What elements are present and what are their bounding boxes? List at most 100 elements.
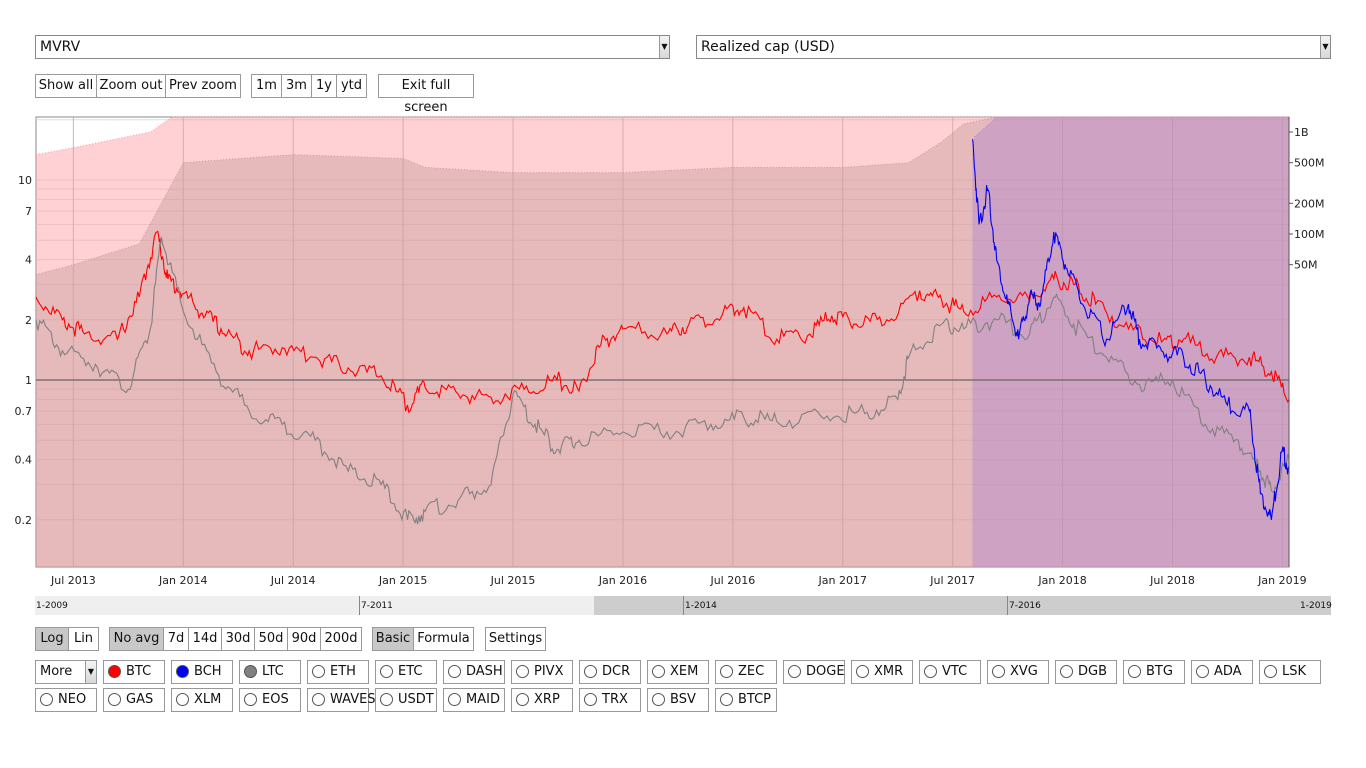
coin-toggle-pivx[interactable]: PIVX	[511, 660, 573, 684]
coin-label: XMR	[874, 664, 904, 679]
coin-label: MAID	[466, 692, 500, 707]
period-ytd-button[interactable]: ytd	[336, 74, 367, 98]
avg-50d-button[interactable]: 50d	[254, 627, 288, 651]
coin-toggle-ada[interactable]: ADA	[1191, 660, 1253, 684]
prev-zoom-button[interactable]: Prev zoom	[165, 74, 241, 98]
settings-button[interactable]: Settings	[485, 627, 546, 651]
coin-toggle-trx[interactable]: TRX	[579, 688, 641, 712]
coin-toggle-xem[interactable]: XEM	[647, 660, 709, 684]
avg-200d-button[interactable]: 200d	[320, 627, 362, 651]
coin-toggle-xrp[interactable]: XRP	[511, 688, 573, 712]
coin-toggle-lsk[interactable]: LSK	[1259, 660, 1321, 684]
coin-label: DGB	[1078, 664, 1108, 679]
coin-toggle-xmr[interactable]: XMR	[851, 660, 913, 684]
coin-label: TRX	[602, 692, 628, 707]
coin-label: ADA	[1214, 664, 1242, 679]
coin-label: BTG	[1146, 664, 1173, 679]
range-label: 7-2016	[1007, 596, 1041, 615]
formula-mode-button[interactable]: Formula	[413, 627, 474, 651]
coin-toggle-eos[interactable]: EOS	[239, 688, 301, 712]
coin-label: DOGE	[806, 664, 845, 679]
zoom-out-button[interactable]: Zoom out	[96, 74, 166, 98]
coin-toggle-zec[interactable]: ZEC	[715, 660, 777, 684]
coin-label: ETC	[398, 664, 423, 679]
coin-label: BCH	[194, 664, 222, 679]
x-tick-label: Jul 2013	[50, 574, 96, 587]
dropdown-arrow-icon: ▼	[1320, 36, 1330, 58]
coin-toggle-xvg[interactable]: XVG	[987, 660, 1049, 684]
radio-circle-icon	[584, 693, 597, 706]
radio-circle-icon	[516, 665, 529, 678]
coin-toggle-doge[interactable]: DOGE	[783, 660, 845, 684]
coin-toggle-bch[interactable]: BCH	[171, 660, 233, 684]
y-right-tick-label: 500M	[1294, 157, 1325, 170]
more-select-value: More	[40, 664, 73, 679]
y-left-tick-label: 0.4	[15, 454, 33, 467]
radio-circle-icon	[176, 693, 189, 706]
more-select[interactable]: More ▼	[35, 660, 97, 684]
coin-toggle-ltc[interactable]: LTC	[239, 660, 301, 684]
chart[interactable]: Jul 2013 Jan 2014 Jul 2014 Jan 2015 Jul 2015…	[0, 0, 1366, 620]
x-tick-label: Jan 2019	[1257, 574, 1306, 587]
coin-label: DCR	[602, 664, 631, 679]
coin-toggle-btcp[interactable]: BTCP	[715, 688, 777, 712]
metric-select[interactable]: MVRV ▼	[35, 35, 670, 59]
coin-toggle-gas[interactable]: GAS	[103, 688, 165, 712]
x-tick-label: Jul 2014	[270, 574, 316, 587]
radio-circle-icon	[244, 665, 257, 678]
y-right-tick-label: 50M	[1294, 259, 1318, 272]
avg-30d-button[interactable]: 30d	[221, 627, 255, 651]
avg-14d-button[interactable]: 14d	[188, 627, 222, 651]
radio-circle-icon	[312, 693, 325, 706]
exit-fullscreen-button[interactable]: Exit full screen	[378, 74, 474, 115]
radio-circle-icon	[380, 665, 393, 678]
range-navigator-track[interactable]	[35, 596, 595, 615]
avg-7d-button[interactable]: 7d	[163, 627, 189, 651]
period-3m-button[interactable]: 3m	[281, 74, 312, 98]
y-left-tick-label: 4	[25, 254, 32, 267]
coin-label: PIVX	[534, 664, 564, 679]
coin-toggle-btg[interactable]: BTG	[1123, 660, 1185, 684]
coin-label: XVG	[1010, 664, 1038, 679]
avg-90d-button[interactable]: 90d	[287, 627, 321, 651]
y-left-tick-label: 10	[18, 174, 32, 187]
coin-toggle-xlm[interactable]: XLM	[171, 688, 233, 712]
avg-none-button[interactable]: No avg	[109, 627, 164, 651]
coin-toggle-eth[interactable]: ETH	[307, 660, 369, 684]
range-navigator-selection[interactable]	[594, 596, 1331, 615]
period-1m-button[interactable]: 1m	[251, 74, 282, 98]
coin-toggle-btc[interactable]: BTC	[103, 660, 165, 684]
log-scale-button[interactable]: Log	[35, 627, 69, 651]
overlay-select[interactable]: Realized cap (USD) ▼	[696, 35, 1331, 59]
coin-toggle-etc[interactable]: ETC	[375, 660, 437, 684]
coin-label: USDT	[398, 692, 434, 707]
x-tick-label: Jan 2015	[378, 574, 427, 587]
coin-toggle-usdt[interactable]: USDT	[375, 688, 437, 712]
coin-toggle-dgb[interactable]: DGB	[1055, 660, 1117, 684]
coin-toggle-vtc[interactable]: VTC	[919, 660, 981, 684]
radio-circle-icon	[924, 665, 937, 678]
area-ltc-realized-cap	[36, 117, 1289, 567]
coin-toggle-bsv[interactable]: BSV	[647, 688, 709, 712]
radio-circle-icon	[652, 693, 665, 706]
area-bch-realized-cap	[972, 117, 1289, 567]
radio-circle-icon	[1196, 665, 1209, 678]
coin-label: VTC	[942, 664, 968, 679]
dropdown-arrow-icon: ▼	[659, 36, 669, 58]
lin-scale-button[interactable]: Lin	[68, 627, 99, 651]
coin-toggle-maid[interactable]: MAID	[443, 688, 505, 712]
radio-circle-icon	[584, 665, 597, 678]
basic-mode-button[interactable]: Basic	[372, 627, 414, 651]
x-tick-label: Jul 2018	[1149, 574, 1195, 587]
range-label: 1-2009	[36, 601, 68, 611]
coin-toggle-dcr[interactable]: DCR	[579, 660, 641, 684]
x-tick-label: Jul 2015	[490, 574, 536, 587]
plot-area	[35, 116, 1290, 568]
coin-label: LTC	[262, 664, 284, 679]
coin-toggle-neo[interactable]: NEO	[35, 688, 97, 712]
coin-toggle-dash[interactable]: DASH	[443, 660, 505, 684]
radio-circle-icon	[1060, 665, 1073, 678]
coin-toggle-waves[interactable]: WAVES	[307, 688, 376, 712]
dropdown-arrow-icon: ▼	[85, 661, 96, 683]
coin-label: ZEC	[738, 664, 765, 679]
